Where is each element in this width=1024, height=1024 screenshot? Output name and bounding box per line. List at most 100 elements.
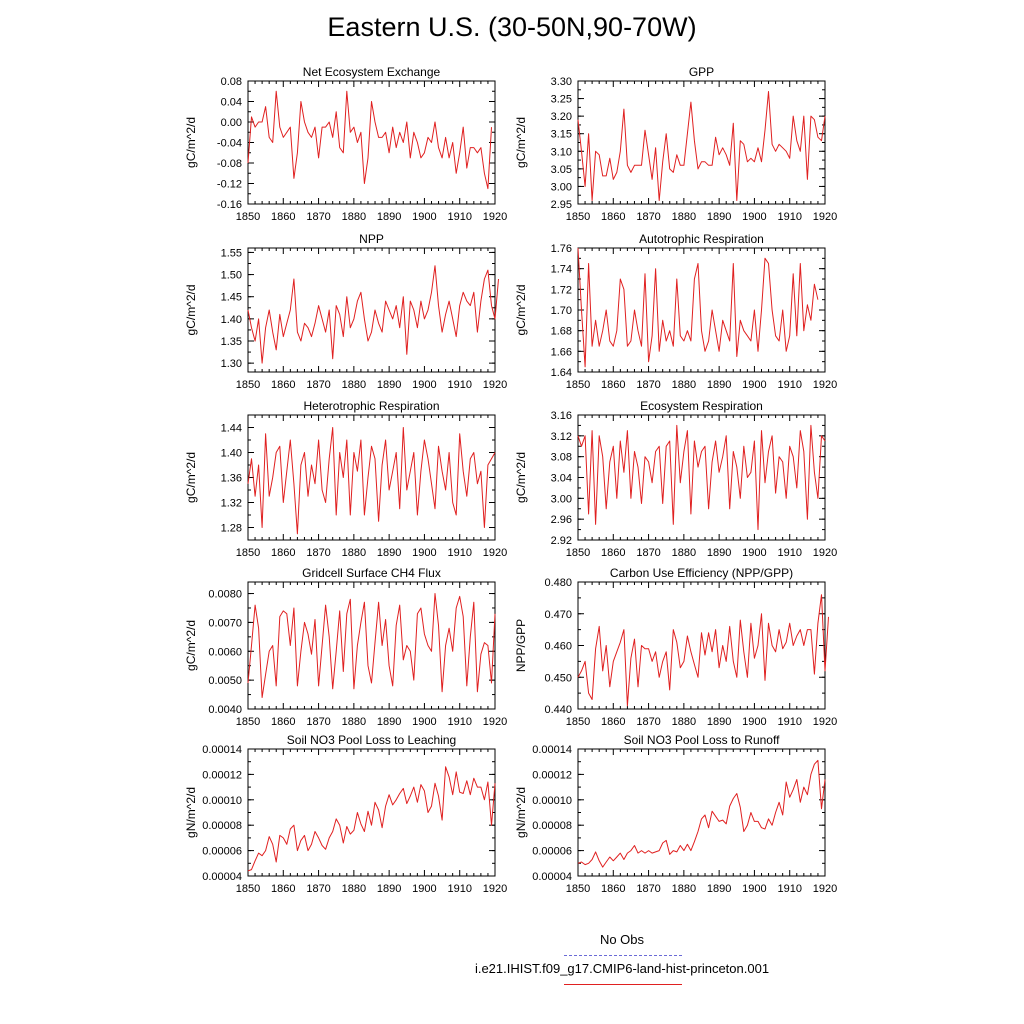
- y-tick-label: 3.00: [551, 181, 572, 193]
- y-axis-label: gN/m^2/d: [514, 787, 528, 838]
- x-tick-label: 1870: [636, 379, 660, 391]
- y-tick-label: 2.96: [551, 514, 572, 526]
- panel-ecosystem-respiration: Ecosystem Respiration gC/m^2/d 1850 1860 187…: [514, 399, 837, 559]
- y-tick-label: 1.74: [551, 264, 572, 276]
- y-axis-label: gC/m^2/d: [184, 285, 198, 336]
- y-tick-label: 1.40: [221, 314, 242, 326]
- y-tick-label: 0.0040: [208, 704, 242, 716]
- y-axis-label: gC/m^2/d: [514, 285, 528, 336]
- x-tick-label: 1910: [447, 716, 471, 728]
- x-tick-label: 1860: [601, 211, 625, 223]
- x-tick-label: 1870: [306, 716, 330, 728]
- x-tick-label: 1890: [707, 716, 731, 728]
- x-tick-label: 1860: [601, 379, 625, 391]
- y-tick-label: 1.55: [221, 247, 242, 259]
- y-tick-label: 0.00008: [202, 820, 242, 832]
- x-tick-label: 1880: [342, 547, 366, 559]
- y-tick-label: 1.28: [221, 523, 242, 535]
- x-tick-label: 1880: [342, 716, 366, 728]
- y-tick-label: 0.440: [544, 704, 572, 716]
- y-axis-label: gN/m^2/d: [184, 787, 198, 838]
- x-tick-label: 1900: [742, 211, 766, 223]
- x-tick-label: 1870: [636, 211, 660, 223]
- y-tick-label: 0.0080: [208, 589, 242, 601]
- series-line: [247, 265, 499, 364]
- plot-frame: [247, 748, 496, 877]
- y-tick-label: 1.35: [221, 336, 242, 348]
- panel-title: Autotrophic Respiration: [639, 232, 764, 246]
- y-tick-label: 0.00010: [532, 795, 572, 807]
- y-tick-label: 0.04: [221, 97, 242, 109]
- y-tick-label: -0.08: [217, 158, 242, 170]
- x-tick-label: 1850: [566, 883, 590, 895]
- y-tick-label: 0.00006: [532, 846, 572, 858]
- panel-gpp: GPP gC/m^2/d 1850 1860 1870 1880 1890 1900 1910 1…: [514, 65, 837, 223]
- x-tick-label: 1890: [707, 883, 731, 895]
- x-tick-label: 1920: [813, 547, 837, 559]
- series-line: [577, 247, 819, 368]
- panel-title: Heterotrophic Respiration: [303, 399, 439, 413]
- y-tick-label: 3.15: [551, 129, 572, 141]
- x-tick-label: 1920: [483, 211, 507, 223]
- x-tick-label: 1890: [377, 211, 401, 223]
- x-tick-label: 1880: [342, 379, 366, 391]
- y-tick-label: 0.00004: [532, 871, 572, 883]
- x-tick-label: 1880: [672, 547, 696, 559]
- panel-title: NPP: [359, 232, 384, 246]
- page-title: Eastern U.S. (30-50N,90-70W): [327, 12, 697, 42]
- x-tick-label: 1880: [672, 716, 696, 728]
- plot-frame: [247, 581, 496, 710]
- y-tick-label: 3.25: [551, 94, 572, 106]
- x-tick-label: 1890: [377, 716, 401, 728]
- plot-frame: [247, 247, 496, 373]
- y-tick-label: 0.00008: [532, 820, 572, 832]
- x-tick-label: 1910: [777, 547, 801, 559]
- x-tick-label: 1920: [483, 547, 507, 559]
- x-tick-label: 1920: [813, 716, 837, 728]
- y-tick-label: 0.0070: [208, 617, 242, 629]
- x-tick-label: 1920: [813, 883, 837, 895]
- panel-heterotrophic-respiration: Heterotrophic Respiration gC/m^2/d 1850 186…: [184, 399, 507, 559]
- panel-title: Carbon Use Efficiency (NPP/GPP): [610, 566, 793, 580]
- x-tick-label: 1850: [236, 379, 260, 391]
- x-tick-label: 1860: [601, 716, 625, 728]
- y-tick-label: 1.70: [551, 305, 572, 317]
- panel-net-ecosystem-exchange: Net Ecosystem Exchange gC/m^2/d 1850 1860 18…: [184, 65, 507, 223]
- x-tick-label: 1920: [483, 883, 507, 895]
- y-tick-label: 0.00012: [202, 769, 242, 781]
- series-line: [577, 91, 826, 201]
- x-tick-label: 1850: [236, 883, 260, 895]
- x-tick-label: 1860: [271, 716, 295, 728]
- y-axis-label: gC/m^2/d: [514, 452, 528, 503]
- y-tick-label: -0.16: [217, 199, 242, 211]
- x-tick-label: 1890: [707, 379, 731, 391]
- x-tick-label: 1870: [306, 547, 330, 559]
- x-tick-label: 1860: [271, 211, 295, 223]
- x-tick-label: 1900: [412, 716, 436, 728]
- series-line: [577, 424, 826, 531]
- y-tick-label: 3.00: [551, 493, 572, 505]
- series-line: [247, 766, 496, 872]
- x-tick-label: 1890: [377, 547, 401, 559]
- y-tick-label: 1.36: [221, 473, 242, 485]
- x-tick-label: 1870: [636, 883, 660, 895]
- y-tick-label: 3.08: [551, 452, 572, 464]
- series-line: [577, 594, 829, 707]
- x-tick-label: 1910: [447, 379, 471, 391]
- y-tick-label: 3.20: [551, 111, 572, 123]
- x-tick-label: 1890: [707, 547, 731, 559]
- panel-title: Net Ecosystem Exchange: [303, 65, 441, 79]
- y-tick-label: 1.68: [551, 326, 572, 338]
- x-tick-label: 1920: [813, 379, 837, 391]
- y-tick-label: 0.00004: [202, 871, 242, 883]
- x-tick-label: 1880: [342, 883, 366, 895]
- x-tick-label: 1900: [742, 883, 766, 895]
- x-tick-label: 1920: [483, 716, 507, 728]
- x-tick-label: 1880: [342, 211, 366, 223]
- panel-soil-no3-pool-loss-to-runoff: Soil NO3 Pool Loss to Runoff gN/m^2/d 1850…: [514, 733, 837, 895]
- x-tick-label: 1910: [447, 211, 471, 223]
- y-tick-label: 0.480: [544, 577, 572, 589]
- x-tick-label: 1860: [601, 547, 625, 559]
- y-tick-label: 0.00014: [202, 744, 242, 756]
